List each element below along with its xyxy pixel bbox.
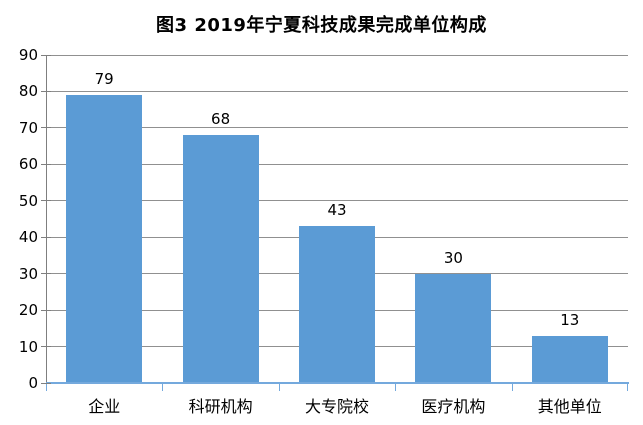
plot-area bbox=[46, 54, 628, 383]
bar-value-label: 13 bbox=[560, 310, 580, 329]
x-axis-category-label: 企业 bbox=[88, 397, 121, 416]
y-axis-tick-label: 0 bbox=[28, 374, 38, 392]
x-axis-tick bbox=[627, 384, 628, 391]
y-axis-tick bbox=[41, 273, 51, 275]
bar bbox=[66, 95, 143, 383]
x-axis-category-label: 大专院校 bbox=[304, 397, 369, 416]
x-axis-category-label: 医疗机构 bbox=[421, 397, 486, 416]
y-axis-tick-label: 70 bbox=[18, 118, 38, 137]
bar-value-label: 79 bbox=[94, 70, 114, 89]
x-axis-tick bbox=[395, 384, 397, 391]
gridline bbox=[46, 127, 628, 129]
gridline bbox=[46, 163, 628, 165]
y-axis-tick-label: 10 bbox=[18, 337, 38, 356]
bar-value-label: 68 bbox=[211, 110, 231, 129]
y-axis-tick bbox=[41, 54, 51, 56]
x-axis-category-label: 科研机构 bbox=[188, 397, 253, 416]
y-axis-tick bbox=[41, 346, 51, 348]
bar bbox=[531, 335, 608, 383]
x-axis-tick bbox=[46, 384, 47, 391]
x-axis-tick bbox=[278, 384, 280, 391]
y-axis-tick bbox=[41, 127, 51, 129]
y-axis-tick bbox=[41, 90, 51, 92]
y-axis-tick-label: 60 bbox=[18, 155, 38, 174]
y-axis-tick-label: 40 bbox=[18, 228, 38, 247]
y-axis-tick bbox=[41, 236, 51, 238]
bar-value-label: 30 bbox=[443, 248, 463, 267]
y-axis-tick bbox=[41, 382, 51, 384]
y-axis-tick-label: 20 bbox=[18, 301, 38, 320]
gridline bbox=[46, 200, 628, 202]
y-axis-tick-label: 50 bbox=[18, 191, 38, 210]
bar bbox=[415, 273, 492, 383]
x-axis-category-label: 其他单位 bbox=[537, 397, 602, 416]
bar-value-label: 43 bbox=[327, 201, 347, 220]
chart-title: 图3 2019年宁夏科技成果完成单位构成 bbox=[156, 15, 487, 36]
y-axis-tick-label: 30 bbox=[18, 264, 38, 283]
y-axis-tick bbox=[41, 163, 51, 165]
y-axis-tick-label: 80 bbox=[18, 82, 38, 101]
y-axis-tick bbox=[41, 200, 51, 202]
x-axis-tick bbox=[162, 384, 164, 391]
y-axis-line bbox=[46, 55, 47, 384]
bar bbox=[182, 135, 259, 383]
bar bbox=[299, 226, 375, 383]
y-axis-tick bbox=[41, 309, 51, 311]
gridline bbox=[46, 90, 628, 92]
x-axis-line bbox=[46, 382, 629, 384]
x-axis-tick bbox=[511, 384, 513, 391]
y-axis-tick-label: 90 bbox=[18, 46, 38, 64]
gridline bbox=[46, 54, 628, 56]
